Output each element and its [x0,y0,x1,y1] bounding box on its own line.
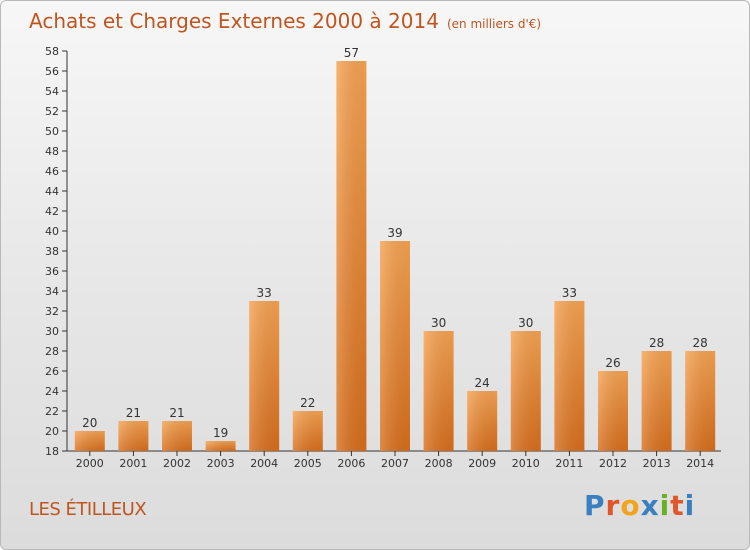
bar-shade-2006 [336,61,367,451]
value-label-2005: 22 [300,396,315,410]
x-tick-label: 2002 [163,457,191,470]
x-tick-label: 2012 [599,457,627,470]
value-label-2000: 20 [82,416,97,430]
bar-shade-2002 [162,421,192,451]
y-tick-label: 20 [45,425,59,438]
bar-shade-2004 [249,301,280,451]
x-tick-label: 2003 [207,457,235,470]
x-tick-label: 2008 [425,457,453,470]
y-tick-label: 36 [45,265,59,278]
bar-shade-2008 [423,331,454,451]
chart-unit: (en milliers d'€) [446,17,542,31]
x-tick-label: 2000 [76,457,104,470]
y-tick-label: 38 [45,245,59,258]
x-tick-label: 2001 [119,457,147,470]
y-tick-label: 56 [45,65,59,78]
value-label-2013: 28 [649,336,664,350]
chart-title-text: Achats et Charges Externes 2000 à 2014 [29,9,439,33]
x-tick-label: 2006 [337,457,365,470]
value-label-2009: 24 [475,376,490,390]
y-tick-label: 40 [45,225,59,238]
y-tick-label: 26 [45,365,59,378]
axes: 18 20 22 24 26 28 30 32 34 36 38 40 42 44 46 48 50 52 54 56… [45,45,721,470]
y-tick-label: 42 [45,205,59,218]
y-tick-label: 50 [45,125,59,138]
logo-letter: o [620,489,641,522]
logo-letter: t [670,489,685,522]
value-label-2014: 28 [693,336,708,350]
y-tick-label: 18 [45,445,59,458]
bar-shade-2007 [380,241,410,451]
y-tick-label: 34 [45,285,59,298]
x-tick-label: 2014 [686,457,714,470]
bar-shade-2011 [554,301,585,451]
bar-shade-2012 [598,371,628,451]
y-tick-label: 52 [45,105,59,118]
y-tick-label: 28 [45,345,59,358]
y-tick-label: 54 [45,85,59,98]
y-tick-label: 44 [45,185,59,198]
bar-shade-2001 [118,421,149,451]
bar-shade-2013 [641,351,672,451]
x-tick-label: 2005 [294,457,322,470]
value-label-2006: 57 [344,46,359,60]
value-label-2004: 33 [257,286,272,300]
logo-letter: P [584,489,606,522]
bar-shade-2014 [685,351,716,451]
bar-shade-2003 [205,441,236,451]
value-label-2010: 30 [518,316,533,330]
y-tick-label: 58 [45,45,59,58]
logo-letter: i [684,489,696,522]
value-label-2012: 26 [605,356,620,370]
y-tick-label: 48 [45,145,59,158]
x-tick-label: 2004 [250,457,278,470]
proxiti-logo: Proxiti [584,489,695,522]
bar-shade-2010 [510,331,541,451]
y-tick-label: 32 [45,305,59,318]
x-tick-label: 2011 [555,457,583,470]
logo-letter: i [659,489,671,522]
value-label-2001: 21 [126,406,141,420]
bars [74,61,716,451]
value-label-2007: 39 [387,226,402,240]
chart-title: Achats et Charges Externes 2000 à 2014 (e… [29,9,541,33]
x-tick-label: 2010 [512,457,540,470]
value-label-2003: 19 [213,426,228,440]
y-tick-label: 46 [45,165,59,178]
value-label-2008: 30 [431,316,446,330]
y-tick-label: 24 [45,385,59,398]
logo-letter: r [605,489,621,522]
x-tick-label: 2007 [381,457,409,470]
value-label-2011: 33 [562,286,577,300]
x-tick-label: 2009 [468,457,496,470]
x-tick-label: 2013 [643,457,671,470]
bar-shade-2005 [292,411,323,451]
bar-shade-2009 [467,391,498,451]
bar-shade-2000 [74,431,105,451]
value-labels: 20 21 21 19 33 22 57 39 30 24 30 33 26 28 28 [82,46,708,440]
y-tick-label: 30 [45,325,59,338]
value-label-2002: 21 [169,406,184,420]
logo-letter: x [640,489,660,522]
place-name: LES ÉTILLEUX [29,499,147,520]
y-tick-label: 22 [45,405,59,418]
